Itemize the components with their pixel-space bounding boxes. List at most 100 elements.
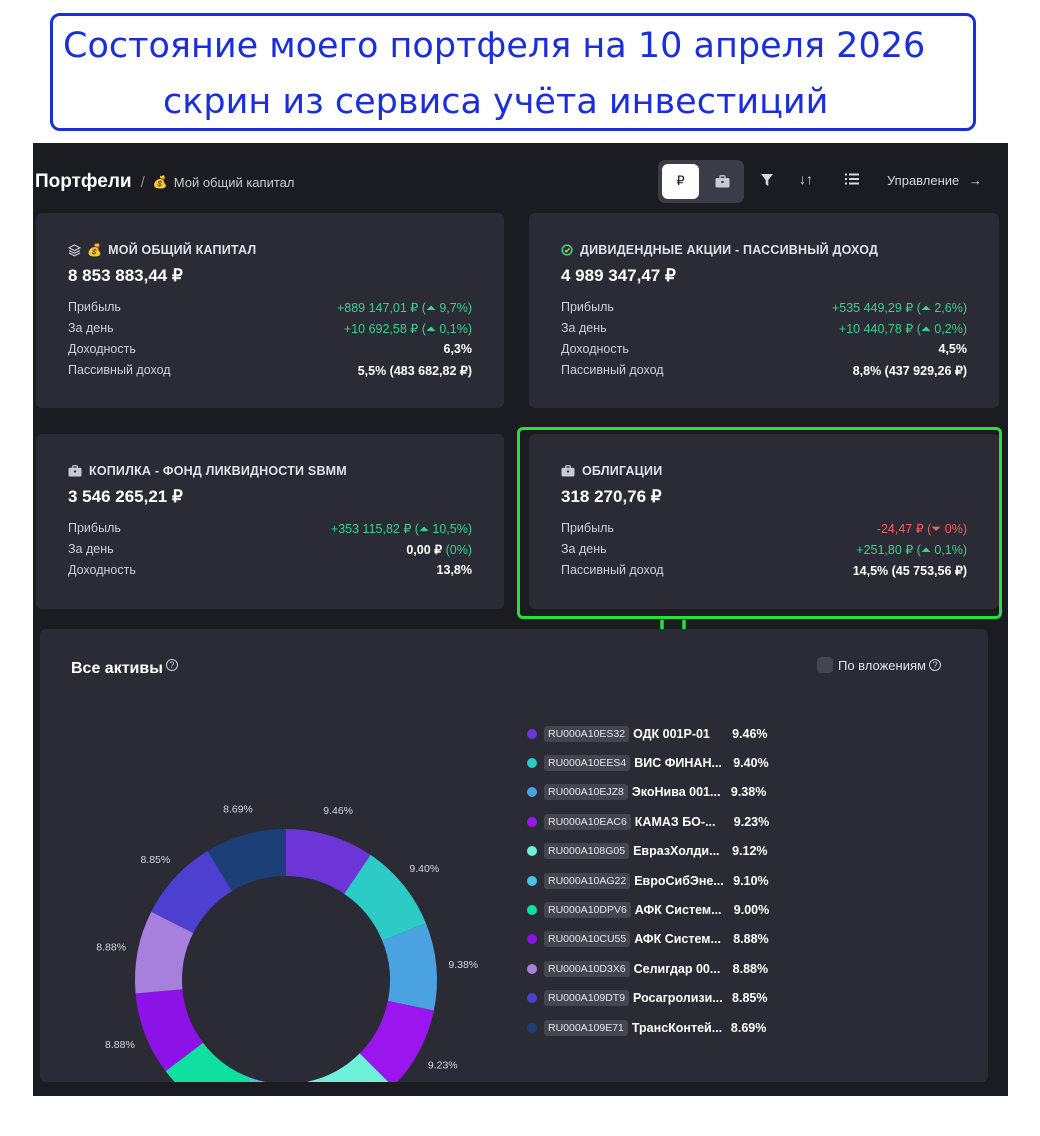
breadcrumb-portfolios[interactable]: Портфели [35,171,132,192]
legend-name: АФК Систем... [634,932,721,947]
legend-item[interactable]: RU000A109DT9 Росагролизи... 8.85% [527,984,769,1013]
legend-item[interactable]: RU000A10AG22 ЕвроСибЭне... 9.10% [527,866,769,895]
donut-slice[interactable] [344,854,426,941]
legend-percent: 9.40% [733,756,769,771]
by-investment-label: По вложениям [838,657,926,673]
legend-item[interactable]: RU000A10EES4 ВИС ФИНАН... 9.40% [527,748,769,777]
donut-slice[interactable] [382,923,437,1011]
legend-name: ТрансКонтей... [631,1020,723,1035]
legend-name: ЕвразХолди... [633,844,720,859]
donut-slice[interactable] [308,1053,393,1082]
donut-slice[interactable] [233,1077,318,1082]
legend-isin: RU000A10EJZ8 [544,784,628,801]
legend-item[interactable]: RU000A109E71 ТрансКонтей... 8.69% [527,1013,769,1042]
legend-isin: RU000A109DT9 [544,990,630,1007]
legend-dot [527,905,537,916]
portfolio-view-button[interactable] [705,164,740,199]
layers-icon [68,243,81,256]
metric-row: За день 0,00 ₽ (0%) [68,542,472,563]
slice-label: 8.85% [140,854,170,866]
portfolio-card-bonds[interactable]: ОБЛИГАЦИИ 318 270,76 ₽ Прибыль -24,47 ₽ (… [529,434,999,609]
metric-label: Прибыль [68,521,121,535]
legend-percent: 8.88% [732,961,769,976]
legend-name: ЭкоНива 001... [631,785,721,800]
slice-label: 9.40% [409,863,439,875]
legend-percent: 8.69% [730,1020,767,1035]
arrow-right-icon: → [968,173,982,188]
legend-percent: 8.88% [733,932,769,947]
donut-slice[interactable] [135,989,204,1072]
breadcrumb: Портфели / 💰 Мой общий капитал [35,171,294,193]
briefcase-icon [68,465,82,477]
legend-percent: 9.12% [732,844,768,859]
legend-name: Росагролизи... [633,991,723,1006]
metric-label: За день [561,321,607,335]
metric-label: Доходность [561,342,629,356]
metric-row: Прибыль +353 115,82 ₽ (⏶ 10,5%) [68,521,472,542]
checkbox[interactable] [817,657,833,673]
donut-slice[interactable] [286,829,371,894]
metric-row: Пассивный доход 8,8% (437 929,26 ₽) [561,363,967,384]
metric-label: Пассивный доход [68,363,171,377]
metric-label: Прибыль [561,521,614,535]
legend-item[interactable]: RU000A10EJZ8 ЭкоНива 001... 9.38% [527,778,769,807]
metric-label: За день [68,542,114,556]
donut-slice[interactable] [207,829,286,892]
legend-percent: 9.23% [733,814,770,829]
donut-slice[interactable] [135,911,194,994]
help-icon[interactable]: ? [165,659,178,671]
assets-legend: RU000A10ES32 ОДК 001Р-01 9.46% RU000A10EES4… [527,719,769,1042]
currency-view-button[interactable]: ₽ [662,163,699,199]
portfolio-card-dividend[interactable]: ДИВИДЕНДНЫЕ АКЦИИ - ПАССИВНЫЙ ДОХОД 4 98… [529,213,999,408]
metric-value: 5,5% (483 682,82 ₽) [357,364,472,378]
card-metrics: Прибыль +353 115,82 ₽ (⏶ 10,5%) За день 0,… [68,521,472,584]
metric-row: За день +10 692,58 ₽ (⏶ 0,1%) [68,321,472,342]
card-metrics: Прибыль +535 449,29 ₽ (⏶ 2,6%) За день +10… [561,300,967,384]
legend-isin: RU000A10D3X6 [544,960,630,977]
filter-icon[interactable] [760,173,774,187]
highlight-frame [517,427,1002,619]
metric-value: 14,5% (45 753,56 ₽) [852,564,967,578]
legend-isin: RU000A10EES4 [544,755,631,772]
donut-slice[interactable] [151,850,232,934]
legend-item[interactable]: RU000A10CU55 АФК Систем... 8.88% [527,925,769,954]
metric-value: 8,8% (437 929,26 ₽) [852,364,967,378]
sort-icon[interactable]: ↓↑ [799,171,813,187]
legend-dot [527,728,537,739]
metric-row: За день +251,80 ₽ (⏶ 0,1%) [561,542,967,563]
portfolio-card-total[interactable]: 💰 МОЙ ОБЩИЙ КАПИТАЛ 8 853 883,44 ₽ Прибы… [36,213,504,408]
slice-label: 8.88% [96,941,126,953]
donut-slice[interactable] [359,1001,434,1082]
metric-label: За день [68,321,114,335]
legend-item[interactable]: RU000A10DPV6 АФК Систем... 9.00% [527,895,769,924]
by-investment-toggle[interactable]: По вложениям ? [817,657,941,673]
manage-link[interactable]: Управление → [887,173,982,188]
card-total-value: 4 989 347,47 ₽ [561,266,676,285]
legend-item[interactable]: RU000A10ES32 ОДК 001Р-01 9.46% [527,719,769,748]
annotation-banner: Состояние моего портфеля на 10 апреля 20… [50,13,976,131]
list-icon[interactable] [845,173,859,185]
check-circle-icon [561,244,573,256]
slice-label: 8.69% [223,804,253,816]
metric-label: Прибыль [561,300,614,314]
help-icon[interactable]: ? [928,659,941,671]
metric-label: Доходность [68,342,136,356]
donut-slice[interactable] [165,1042,250,1082]
legend-item[interactable]: RU000A108G05 ЕвразХолди... 9.12% [527,837,769,866]
legend-dot [527,934,537,945]
metric-row: Пассивный доход 14,5% (45 753,56 ₽) [561,563,967,584]
legend-dot [527,846,537,857]
breadcrumb-portfolio-name[interactable]: Мой общий капитал [173,174,295,190]
legend-dot [527,993,537,1004]
metric-value-amount: 0,00 ₽ [406,543,446,557]
legend-name: Селигдар 00... [633,961,721,976]
legend-dot [527,816,537,827]
metric-value: 13,8% [436,563,472,577]
legend-item[interactable]: RU000A10EAC6 КАМАЗ БО-... 9.23% [527,807,769,836]
portfolio-card-savings[interactable]: КОПИЛКА - ФОНД ЛИКВИДНОСТИ SBMM 3 546 26… [36,434,504,609]
legend-percent: 9.38% [730,785,767,800]
legend-item[interactable]: RU000A10D3X6 Селигдар 00... 8.88% [527,954,769,983]
all-assets-title: Все активы? [71,659,178,678]
card-title: ОБЛИГАЦИИ [582,464,663,478]
metric-row: Прибыль +889 147,01 ₽ (⏶ 9,7%) [68,300,472,321]
